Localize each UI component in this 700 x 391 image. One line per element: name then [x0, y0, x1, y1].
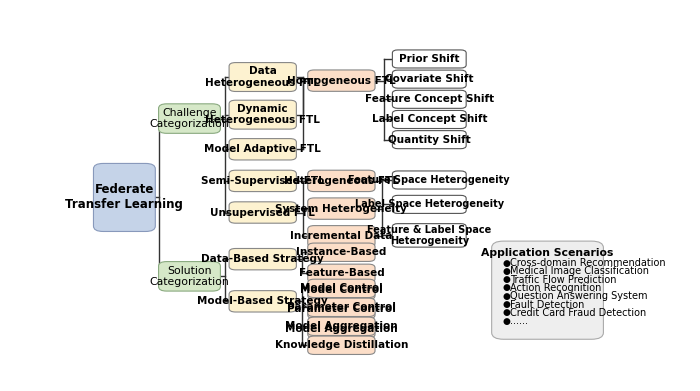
FancyBboxPatch shape	[308, 279, 375, 298]
Text: ●: ●	[503, 267, 510, 276]
Text: ●: ●	[503, 300, 510, 309]
Text: Feature Space Heterogeneity: Feature Space Heterogeneity	[349, 175, 510, 185]
FancyBboxPatch shape	[491, 241, 603, 339]
Text: Model Control: Model Control	[300, 285, 383, 295]
Text: Solution
Categorization: Solution Categorization	[150, 265, 230, 287]
FancyBboxPatch shape	[229, 100, 296, 129]
Text: Dynamic
Heterogeneous FTL: Dynamic Heterogeneous FTL	[205, 104, 320, 126]
Text: Data
Heterogeneous FTL: Data Heterogeneous FTL	[205, 66, 320, 88]
Text: Unsupervised FTL: Unsupervised FTL	[210, 208, 315, 217]
Text: Question Answering System: Question Answering System	[510, 291, 648, 301]
FancyBboxPatch shape	[393, 110, 466, 129]
Text: ●: ●	[503, 258, 510, 267]
FancyBboxPatch shape	[393, 171, 466, 189]
Text: Medical Image Classification: Medical Image Classification	[510, 266, 649, 276]
Text: Label Space Heterogeneity: Label Space Heterogeneity	[355, 199, 504, 209]
Text: Prior Shift: Prior Shift	[399, 54, 459, 64]
FancyBboxPatch shape	[94, 163, 155, 231]
Text: Model Adaptive FTL: Model Adaptive FTL	[204, 144, 321, 154]
Text: Model Control: Model Control	[300, 283, 383, 293]
FancyBboxPatch shape	[308, 319, 375, 338]
Text: System Heterogeneity: System Heterogeneity	[276, 204, 407, 213]
FancyBboxPatch shape	[393, 131, 466, 149]
Text: Feature Concept Shift: Feature Concept Shift	[365, 94, 493, 104]
Text: Model Aggregation: Model Aggregation	[285, 321, 398, 331]
Text: Feature & Label Space
Heterogeneity: Feature & Label Space Heterogeneity	[367, 224, 491, 246]
Text: ●: ●	[503, 317, 510, 326]
Text: Heterogeneous FTL: Heterogeneous FTL	[284, 176, 399, 186]
Text: Feature-Based: Feature-Based	[298, 268, 384, 278]
Text: Action Recognition: Action Recognition	[510, 283, 601, 293]
Text: Semi-Supervised FTL: Semi-Supervised FTL	[201, 176, 325, 186]
FancyBboxPatch shape	[308, 317, 375, 335]
FancyBboxPatch shape	[229, 202, 296, 223]
Text: Covariate Shift: Covariate Shift	[385, 74, 473, 84]
FancyBboxPatch shape	[308, 281, 375, 300]
FancyBboxPatch shape	[393, 196, 466, 213]
Text: Model-Based Strategy: Model-Based Strategy	[197, 296, 328, 306]
Text: ●: ●	[503, 292, 510, 301]
Text: Label Concept Shift: Label Concept Shift	[372, 115, 487, 124]
FancyBboxPatch shape	[308, 226, 375, 247]
Text: Instance-Based: Instance-Based	[296, 247, 386, 257]
Text: Challenge
Categorization: Challenge Categorization	[150, 108, 230, 129]
Text: ......: ......	[510, 316, 528, 326]
Text: Knowledge Distillation: Knowledge Distillation	[274, 340, 408, 350]
Text: Homogeneous FTL: Homogeneous FTL	[287, 75, 396, 86]
Text: Federate
Transfer Learning: Federate Transfer Learning	[66, 183, 183, 212]
Text: Quantity Shift: Quantity Shift	[388, 135, 470, 145]
Text: Fault Detection: Fault Detection	[510, 300, 584, 310]
FancyBboxPatch shape	[159, 262, 220, 291]
Text: ●: ●	[503, 308, 510, 317]
Text: Data-Based Strategy: Data-Based Strategy	[202, 254, 324, 264]
FancyBboxPatch shape	[308, 336, 375, 355]
Text: Application Scenarios: Application Scenarios	[482, 248, 614, 258]
FancyBboxPatch shape	[159, 104, 220, 133]
FancyBboxPatch shape	[229, 138, 296, 160]
FancyBboxPatch shape	[308, 70, 375, 91]
Text: ●: ●	[503, 275, 510, 284]
Text: Traffic Flow Prediction: Traffic Flow Prediction	[510, 275, 617, 285]
Text: Credit Card Fraud Detection: Credit Card Fraud Detection	[510, 308, 646, 318]
FancyBboxPatch shape	[229, 249, 296, 270]
FancyBboxPatch shape	[229, 63, 296, 91]
FancyBboxPatch shape	[393, 224, 466, 247]
FancyBboxPatch shape	[308, 264, 375, 283]
Text: Cross-domain Recommendation: Cross-domain Recommendation	[510, 258, 666, 268]
FancyBboxPatch shape	[308, 170, 375, 192]
FancyBboxPatch shape	[393, 50, 466, 68]
FancyBboxPatch shape	[308, 298, 375, 317]
FancyBboxPatch shape	[229, 170, 296, 192]
Text: Parameter Control: Parameter Control	[287, 302, 396, 312]
FancyBboxPatch shape	[308, 243, 375, 262]
FancyBboxPatch shape	[308, 300, 375, 319]
Text: Parameter Control: Parameter Control	[287, 305, 396, 314]
Text: ●: ●	[503, 283, 510, 292]
FancyBboxPatch shape	[393, 70, 466, 88]
Text: Model Aggregation: Model Aggregation	[285, 324, 398, 334]
FancyBboxPatch shape	[308, 198, 375, 219]
Text: Incremental Data: Incremental Data	[290, 231, 393, 241]
FancyBboxPatch shape	[393, 90, 466, 108]
FancyBboxPatch shape	[229, 291, 296, 312]
